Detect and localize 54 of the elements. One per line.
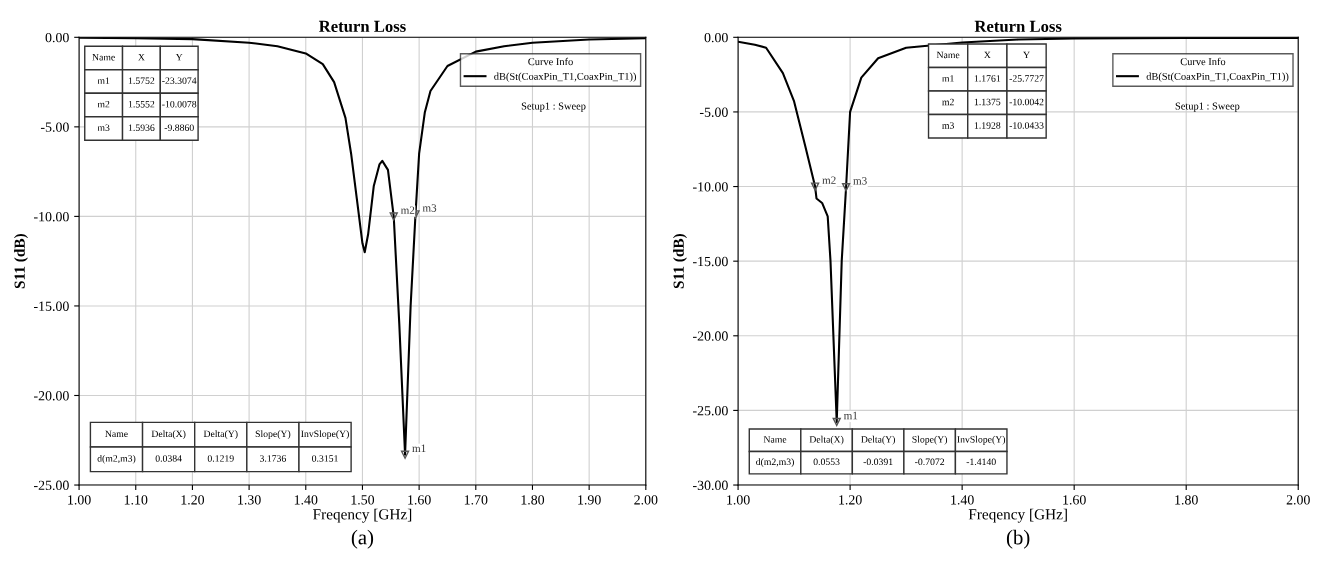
y-tick-label: 0.00: [45, 32, 69, 43]
y-tick-label: -25.00: [34, 480, 69, 491]
annotation: m1: [843, 411, 858, 420]
legend-label: dB(St(CoaxPin_T1,CoaxPin_T1)): [1146, 72, 1289, 83]
x-tick-label: 1.40: [294, 495, 318, 505]
x-tick-label: 1.00: [68, 495, 91, 505]
x-tick-label: 1.20: [181, 495, 205, 505]
text: (b): [1006, 529, 1030, 549]
y-tick-label: -20.00: [693, 331, 728, 341]
y-tick-label: -5.00: [40, 122, 69, 132]
x-tick-label: 1.50: [351, 495, 375, 505]
y-tick-label: -10.00: [693, 182, 728, 192]
annotation: m3: [422, 204, 437, 212]
legend-label: dB(St(CoaxPin_T1,CoaxPin_T1)): [494, 72, 636, 83]
annotation: Setup1 : Sweep: [1175, 102, 1240, 112]
legend-title: Curve Info: [1180, 57, 1226, 66]
y-tick-label: -5.00: [699, 107, 728, 117]
x-axis-title: Freqency [GHz]: [313, 508, 412, 523]
annotation: m2: [822, 176, 836, 184]
annotation: m2: [400, 206, 415, 214]
chart-title: Return Loss: [974, 20, 1062, 32]
legend-title: Curve Info: [528, 57, 573, 66]
x-tick-label: 2.00: [1286, 495, 1310, 505]
annotation: m3: [853, 177, 867, 185]
y-tick-label: -30.00: [693, 480, 728, 491]
x-tick-label: 1.60: [408, 495, 431, 505]
chart-title: Return Loss: [318, 20, 406, 32]
y-tick-label: -20.00: [34, 391, 69, 401]
x-tick-label: 1.20: [839, 495, 862, 505]
x-tick-label: 1.70: [464, 495, 488, 505]
x-tick-label: 1.60: [1063, 495, 1086, 505]
text: Name Delta(X) Delta(Y) Slope(Y) InvSlope(Y) d(m2,m3) 0.0553 -0.0391 -0.7072 -1.4140: [756, 435, 1006, 468]
text: (a): [351, 529, 374, 549]
x-tick-label: 1.30: [238, 495, 261, 505]
text: Name X Y m1 1.1761 -25.7727 m2 1.1375 -10.0042 m3 1.1928 -10.0433: [936, 51, 1044, 129]
text: Name X Y m1 1.5752 -23.3074 m2 1.5552 -10.0078 m3 1.5936 -9.8860: [92, 53, 197, 132]
x-axis-title: Freqency [GHz]: [968, 508, 1067, 523]
x-tick-label: 1.80: [521, 495, 545, 505]
annotation: Setup1 : Sweep: [521, 102, 586, 112]
x-tick-label: 1.40: [951, 495, 974, 505]
x-tick-label: 2.00: [634, 495, 658, 505]
y-tick-label: -10.00: [34, 211, 69, 222]
annotation: m1: [412, 444, 426, 452]
y-tick-label: -25.00: [693, 405, 728, 416]
y-tick-label: 0.00: [704, 32, 728, 43]
y-tick-label: -15.00: [34, 301, 69, 311]
x-tick-label: 1.90: [578, 495, 601, 505]
x-tick-label: 1.80: [1175, 495, 1198, 505]
y-tick-label: -15.00: [693, 256, 728, 267]
x-tick-label: 1.00: [727, 495, 750, 505]
x-tick-label: 1.10: [124, 495, 148, 505]
text: Name Delta(X) Delta(Y) Slope(Y) InvSlope(Y) d(m2,m3) 0.0384 0.1219 3.1736 0.3151: [97, 430, 349, 464]
y-axis-title: S11 (dB): [673, 234, 687, 289]
y-axis-title: S11 (dB): [14, 234, 28, 289]
